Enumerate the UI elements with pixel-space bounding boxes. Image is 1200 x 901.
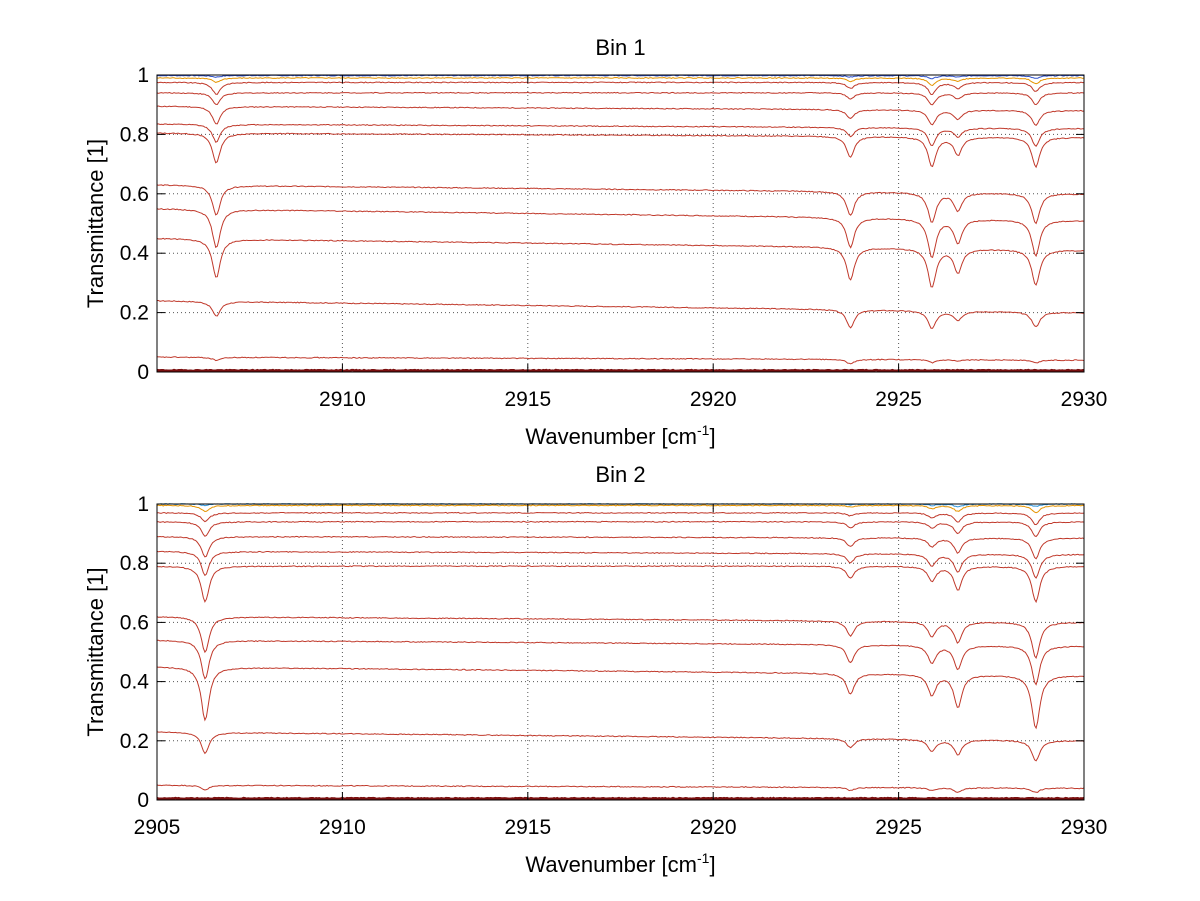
x-axis-label: Wavenumber [cm-1] xyxy=(525,422,715,449)
x-axis-label-close: ] xyxy=(709,852,715,877)
x-axis-label-superscript: -1 xyxy=(697,850,710,866)
x-axis-label: Wavenumber [cm-1] xyxy=(525,850,715,877)
y-tick-label: 0.6 xyxy=(120,183,149,206)
x-tick-label: 2915 xyxy=(504,388,551,411)
y-tick-label: 0.2 xyxy=(120,730,149,753)
x-axis-label-main: Wavenumber [cm xyxy=(525,424,697,449)
y-tick-label: 1 xyxy=(137,493,149,516)
y-tick-label: 0 xyxy=(137,361,149,384)
y-tick-label: 0 xyxy=(137,789,149,812)
y-tick-label: 0.4 xyxy=(120,671,150,694)
y-tick-label: 0.6 xyxy=(120,611,149,634)
plot-area xyxy=(157,504,1084,800)
x-tick-label: 2925 xyxy=(875,388,922,411)
y-tick-label: 0.8 xyxy=(120,123,149,146)
x-tick-label: 2920 xyxy=(690,388,737,411)
x-tick-label: 2910 xyxy=(319,388,366,411)
chart-title: Bin 1 xyxy=(595,35,645,60)
chart-title: Bin 2 xyxy=(595,462,645,487)
x-tick-label: 2925 xyxy=(875,816,922,839)
series-line xyxy=(157,370,1084,371)
x-tick-label: 2905 xyxy=(134,816,181,839)
series-line xyxy=(157,798,1084,799)
x-tick-label: 2930 xyxy=(1061,388,1108,411)
x-axis-label-main: Wavenumber [cm xyxy=(525,852,697,877)
x-tick-label: 2910 xyxy=(319,816,366,839)
x-tick-label: 2920 xyxy=(690,816,737,839)
x-axis-label-superscript: -1 xyxy=(697,422,710,438)
y-tick-label: 0.8 xyxy=(120,552,149,575)
y-tick-label: 0.4 xyxy=(120,242,150,265)
plot-area xyxy=(157,75,1084,372)
y-axis-label: Transmittance [1] xyxy=(83,567,108,736)
x-tick-label: 2930 xyxy=(1061,816,1108,839)
x-axis-label-close: ] xyxy=(709,424,715,449)
x-tick-label: 2915 xyxy=(504,816,551,839)
y-axis-label: Transmittance [1] xyxy=(83,139,108,308)
y-tick-label: 1 xyxy=(137,64,149,87)
y-tick-label: 0.2 xyxy=(120,302,149,325)
